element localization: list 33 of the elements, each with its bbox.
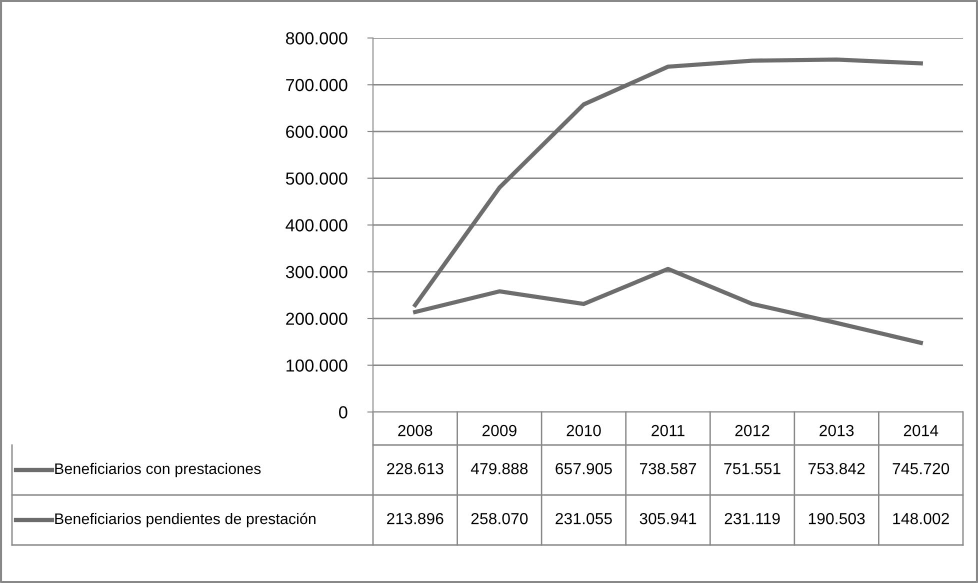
y-tick-label: 500.000 (286, 172, 348, 185)
y-tick-label: 0 (339, 406, 348, 418)
text: 657.905 (556, 462, 612, 474)
x-tick-label: 2013 (820, 424, 854, 436)
text: 745.720 (892, 462, 950, 474)
text: 231.055 (556, 512, 612, 524)
text: 213.896 (387, 512, 444, 524)
y-tick-label: 400.000 (286, 219, 348, 232)
y-tick-label: 300.000 (286, 266, 348, 278)
legend-label: Beneficiarios con prestaciones (55, 462, 261, 478)
y-tick-label: 100.000 (286, 359, 348, 372)
x-tick-label: 2008 (398, 424, 432, 436)
y-tick-label: 700.000 (286, 78, 348, 92)
x-tick-label: 2010 (566, 424, 601, 436)
x-tick-label: 2009 (482, 424, 516, 436)
text: 148.002 (893, 512, 949, 524)
x-tick-label: 2011 (652, 424, 684, 436)
text: 228.613 (387, 462, 444, 474)
y-tick-label: 600.000 (286, 126, 348, 138)
line-series (413, 57, 923, 308)
text: 231.119 (724, 512, 780, 524)
y-tick-label: 800.000 (286, 32, 348, 44)
text: 751.551 (724, 463, 780, 474)
text: 738.587 (640, 462, 696, 474)
text: 305.941 (640, 512, 696, 524)
text: 190.503 (808, 512, 865, 524)
x-tick-label: 2014 (904, 424, 938, 436)
text: 258.070 (471, 512, 528, 524)
text: 479.888 (470, 462, 528, 474)
legend-label: Beneficiarios pendientes de prestación (55, 512, 316, 528)
y-tick-label: 200.000 (286, 312, 348, 325)
x-tick-label: 2012 (735, 424, 770, 436)
text: 753.842 (808, 462, 865, 474)
